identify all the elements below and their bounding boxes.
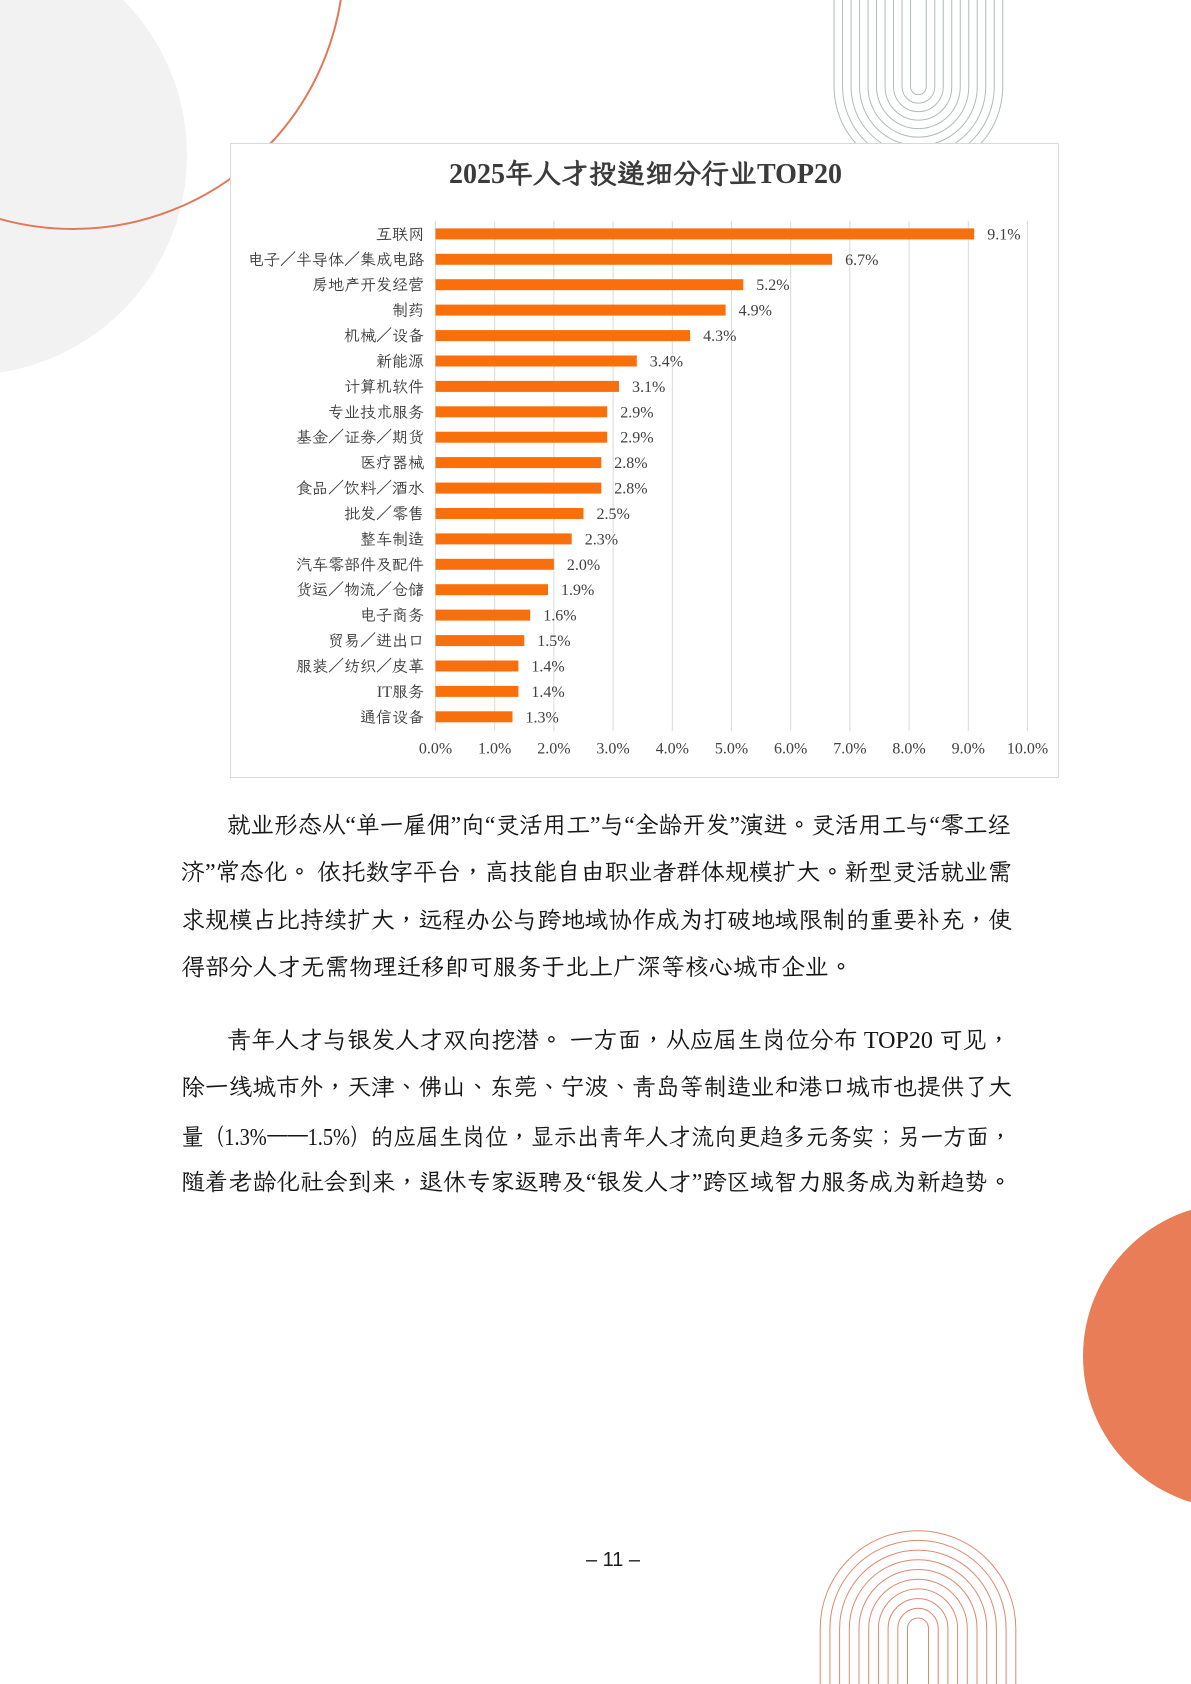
svg-text:4.0%: 4.0% (656, 741, 689, 758)
svg-text:汽车零部件及配件: 汽车零部件及配件 (296, 556, 424, 574)
svg-text:机械／设备: 机械／设备 (344, 327, 424, 345)
svg-text:食品／饮料／酒水: 食品／饮料／酒水 (296, 480, 425, 498)
svg-text:专业技术服务: 专业技术服务 (328, 403, 424, 421)
svg-text:2.8%: 2.8% (614, 455, 647, 472)
svg-text:通信设备: 通信设备 (360, 709, 424, 726)
svg-text:制药: 制药 (392, 302, 424, 320)
svg-text:3.0%: 3.0% (596, 741, 629, 758)
svg-text:贸易／进出口: 贸易／进出口 (328, 632, 424, 650)
svg-text:电子／半导体／集成电路: 电子／半导体／集成电路 (248, 251, 424, 269)
svg-text:8.0%: 8.0% (892, 741, 925, 758)
svg-text:10.0%: 10.0% (1007, 741, 1048, 758)
svg-text:2.0%: 2.0% (567, 557, 600, 574)
svg-text:医疗器械: 医疗器械 (360, 454, 424, 472)
svg-text:2.0%: 2.0% (537, 741, 570, 758)
svg-text:6.0%: 6.0% (774, 741, 807, 758)
svg-text:2.9%: 2.9% (620, 404, 653, 421)
svg-text:IT服务: IT服务 (377, 684, 424, 701)
svg-text:1.6%: 1.6% (543, 608, 576, 625)
svg-text:0.0%: 0.0% (419, 741, 452, 758)
svg-text:9.0%: 9.0% (952, 741, 985, 758)
svg-text:1.5%: 1.5% (537, 633, 570, 650)
svg-text:7.0%: 7.0% (833, 741, 866, 758)
svg-text:3.4%: 3.4% (650, 354, 683, 371)
svg-text:服装／纺织／皮革: 服装／纺织／皮革 (296, 658, 424, 676)
svg-text:2025年人才投递细分行业TOP20: 2025年人才投递细分行业TOP20 (449, 159, 842, 190)
svg-text:整车制造: 整车制造 (360, 530, 424, 548)
svg-text:电子商务: 电子商务 (360, 607, 424, 625)
svg-text:基金／证券／期货: 基金／证券／期货 (296, 429, 424, 447)
svg-text:互联网: 互联网 (376, 226, 424, 243)
svg-text:1.4%: 1.4% (531, 659, 564, 676)
svg-text:2.5%: 2.5% (597, 506, 630, 523)
svg-text:3.1%: 3.1% (632, 379, 665, 396)
svg-text:1.0%: 1.0% (478, 741, 511, 758)
svg-text:5.2%: 5.2% (756, 277, 789, 294)
svg-text:9.1%: 9.1% (987, 226, 1020, 243)
svg-text:2.3%: 2.3% (585, 531, 618, 548)
svg-text:4.9%: 4.9% (739, 303, 772, 320)
svg-text:批发／零售: 批发／零售 (344, 505, 424, 523)
svg-text:2.9%: 2.9% (620, 430, 653, 447)
svg-text:1.9%: 1.9% (561, 582, 594, 599)
svg-text:货运／物流／仓储: 货运／物流／仓储 (296, 581, 424, 599)
svg-text:1.3%: 1.3% (526, 709, 559, 726)
svg-text:房地产开发经营: 房地产开发经营 (312, 276, 424, 294)
svg-text:计算机软件: 计算机软件 (344, 378, 424, 396)
svg-text:5.0%: 5.0% (715, 741, 748, 758)
svg-text:新能源: 新能源 (376, 354, 424, 371)
svg-text:1.4%: 1.4% (531, 684, 564, 701)
svg-text:4.3%: 4.3% (703, 328, 736, 345)
svg-text:6.7%: 6.7% (845, 252, 878, 269)
svg-text:2.8%: 2.8% (614, 481, 647, 498)
